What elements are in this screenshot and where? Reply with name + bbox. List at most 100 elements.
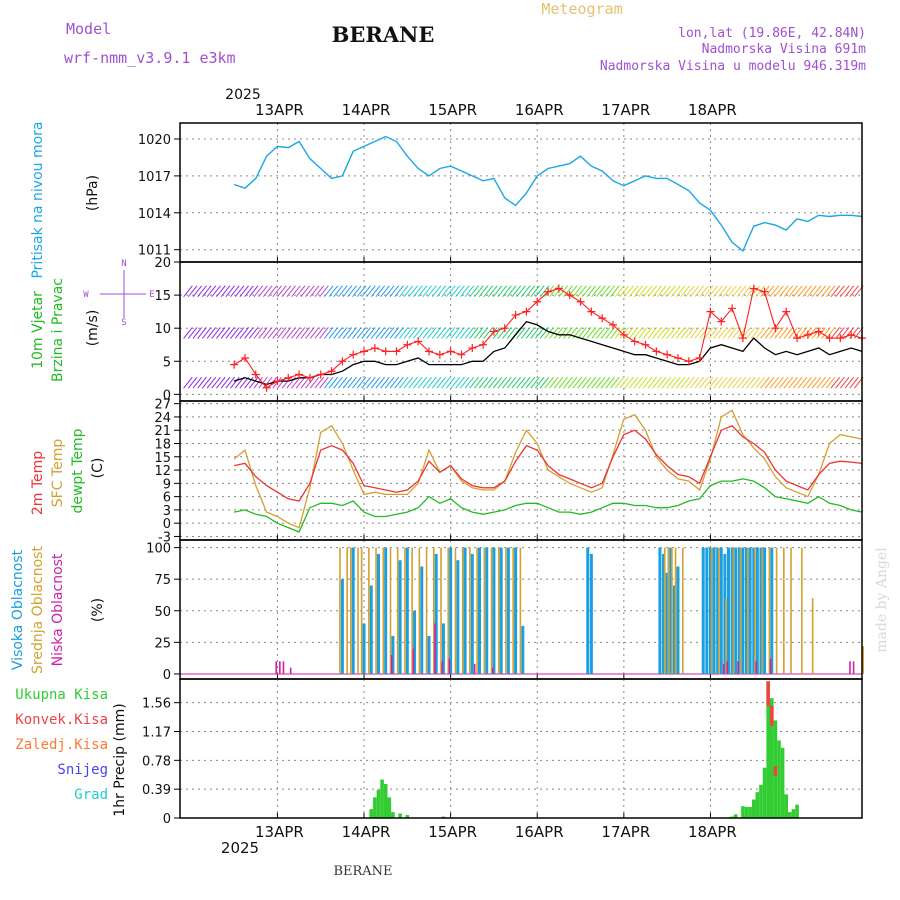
wind-arrow [201, 376, 212, 389]
y-tick-label: 5 [163, 355, 171, 370]
wind-arrow [506, 285, 517, 298]
wind-arrow [830, 376, 841, 389]
cloud-mid-bar [783, 547, 785, 674]
wind-arrow [835, 376, 845, 389]
wind-gust-marker [489, 327, 498, 336]
wind-arrow [544, 327, 554, 339]
wind-arrow [244, 285, 254, 298]
precip-total-bar [784, 794, 789, 818]
wind-arrow [333, 327, 343, 339]
wind-arrow [441, 327, 451, 339]
precip-panel: 0 0.39 0.78 1.17 1.56 [142, 678, 863, 827]
cloud-mid-bar [710, 547, 713, 674]
wind-gust-marker [295, 370, 304, 379]
wind-gust-marker [565, 291, 574, 300]
wind-arrow [661, 327, 672, 339]
wind-gust-marker [771, 324, 780, 333]
y-tick-label: 1.56 [142, 697, 171, 712]
wind-arrow [455, 327, 465, 339]
wind-arrow [769, 376, 780, 389]
wind-arrow [816, 376, 826, 389]
wind-gust-marker [619, 330, 628, 339]
wind-arrow [469, 285, 479, 298]
wind-arrow [633, 285, 644, 298]
wind-arrow [239, 285, 249, 298]
wind-gust-marker [663, 350, 672, 359]
wind-arrow [300, 327, 310, 339]
cloud-mid-bar [440, 547, 442, 674]
wind-arrow [295, 327, 306, 339]
y-tick-label: 20 [154, 256, 171, 271]
wind-arrow [201, 327, 212, 339]
wind-arrow [525, 327, 536, 339]
top-day-label: 16APR [515, 101, 564, 119]
wind-arrow [506, 376, 517, 389]
wind-arrow [206, 327, 217, 339]
wind-arrow [380, 285, 390, 298]
y-tick-label: 75 [154, 573, 171, 588]
cloud-mid-bar [432, 547, 435, 674]
wind-arrow [281, 376, 292, 389]
cloud-high-bar [586, 547, 590, 674]
wind-arrow [694, 327, 705, 339]
wind-gust-marker [424, 347, 433, 356]
top-day-label: 15APR [428, 101, 477, 119]
wind-arrow [605, 285, 615, 298]
wind-arrow [455, 285, 465, 298]
cloud-low-bar [769, 658, 772, 674]
wind-arrow [295, 376, 306, 389]
wind-arrow [375, 376, 386, 389]
wind-arrow [661, 376, 672, 389]
wind-arrow [459, 285, 470, 298]
wind-arrow [783, 285, 794, 298]
wind-gust-marker [630, 337, 639, 346]
pressure-title: Pritisak na nivou mora [30, 121, 46, 278]
wind-arrow [323, 285, 334, 298]
wind-arrow [553, 327, 564, 339]
wind-arrow [248, 376, 259, 389]
wind-arrow [356, 376, 367, 389]
wind-arrow [741, 285, 751, 298]
cloud-unit: (%) [90, 598, 106, 622]
wind-arrow [638, 327, 648, 339]
wind-title-1: 10m Vjetar [30, 291, 46, 369]
wind-arrow [277, 285, 287, 298]
wind-arrow [230, 376, 240, 389]
wind-arrow [295, 285, 306, 298]
wind-arrow [253, 376, 264, 389]
wind-arrow [657, 376, 667, 389]
precip-legend: Ukupna Kisa Konvek.Kisa Zaledj.Kisa Snij… [15, 687, 108, 803]
wind-arrow [399, 376, 409, 389]
wind-arrow [675, 327, 686, 339]
wind-arrow [699, 376, 709, 389]
wind-arrow [563, 376, 573, 389]
wind-arrow [267, 327, 278, 339]
model-name: wrf-nmm_v3.9.1 e3km [64, 49, 236, 67]
top-day-label: 14APR [342, 101, 391, 119]
cloud-mid-bar [505, 547, 507, 674]
legend-hail: Grad [74, 787, 108, 803]
wind-gust-marker [273, 377, 282, 386]
wind-gust-marker [338, 357, 347, 366]
wind-arrow [839, 376, 850, 389]
wind-arrow [464, 327, 475, 339]
cloud-high-bar [369, 585, 373, 674]
wind-arrow [445, 376, 456, 389]
bottom-year-label: 2025 [221, 839, 259, 857]
y-tick-label: 1020 [138, 133, 171, 148]
wind-arrow [403, 376, 414, 389]
compass-w: W [83, 290, 89, 300]
wind-arrow [797, 376, 808, 389]
wind-arrow [305, 327, 315, 339]
wind-arrow [802, 376, 812, 389]
wind-arrow [309, 327, 320, 339]
temp-unit: (C) [90, 458, 106, 479]
cloud-mid-bar [447, 547, 450, 674]
cloud-high-bar [672, 585, 676, 674]
wind-gust-line [233, 287, 863, 389]
wind-arrow [474, 327, 484, 339]
wind-gust-marker [262, 383, 271, 392]
wind-arrow [535, 376, 545, 389]
precip-total-bar [791, 809, 796, 818]
cloud-high-bar [384, 547, 388, 674]
